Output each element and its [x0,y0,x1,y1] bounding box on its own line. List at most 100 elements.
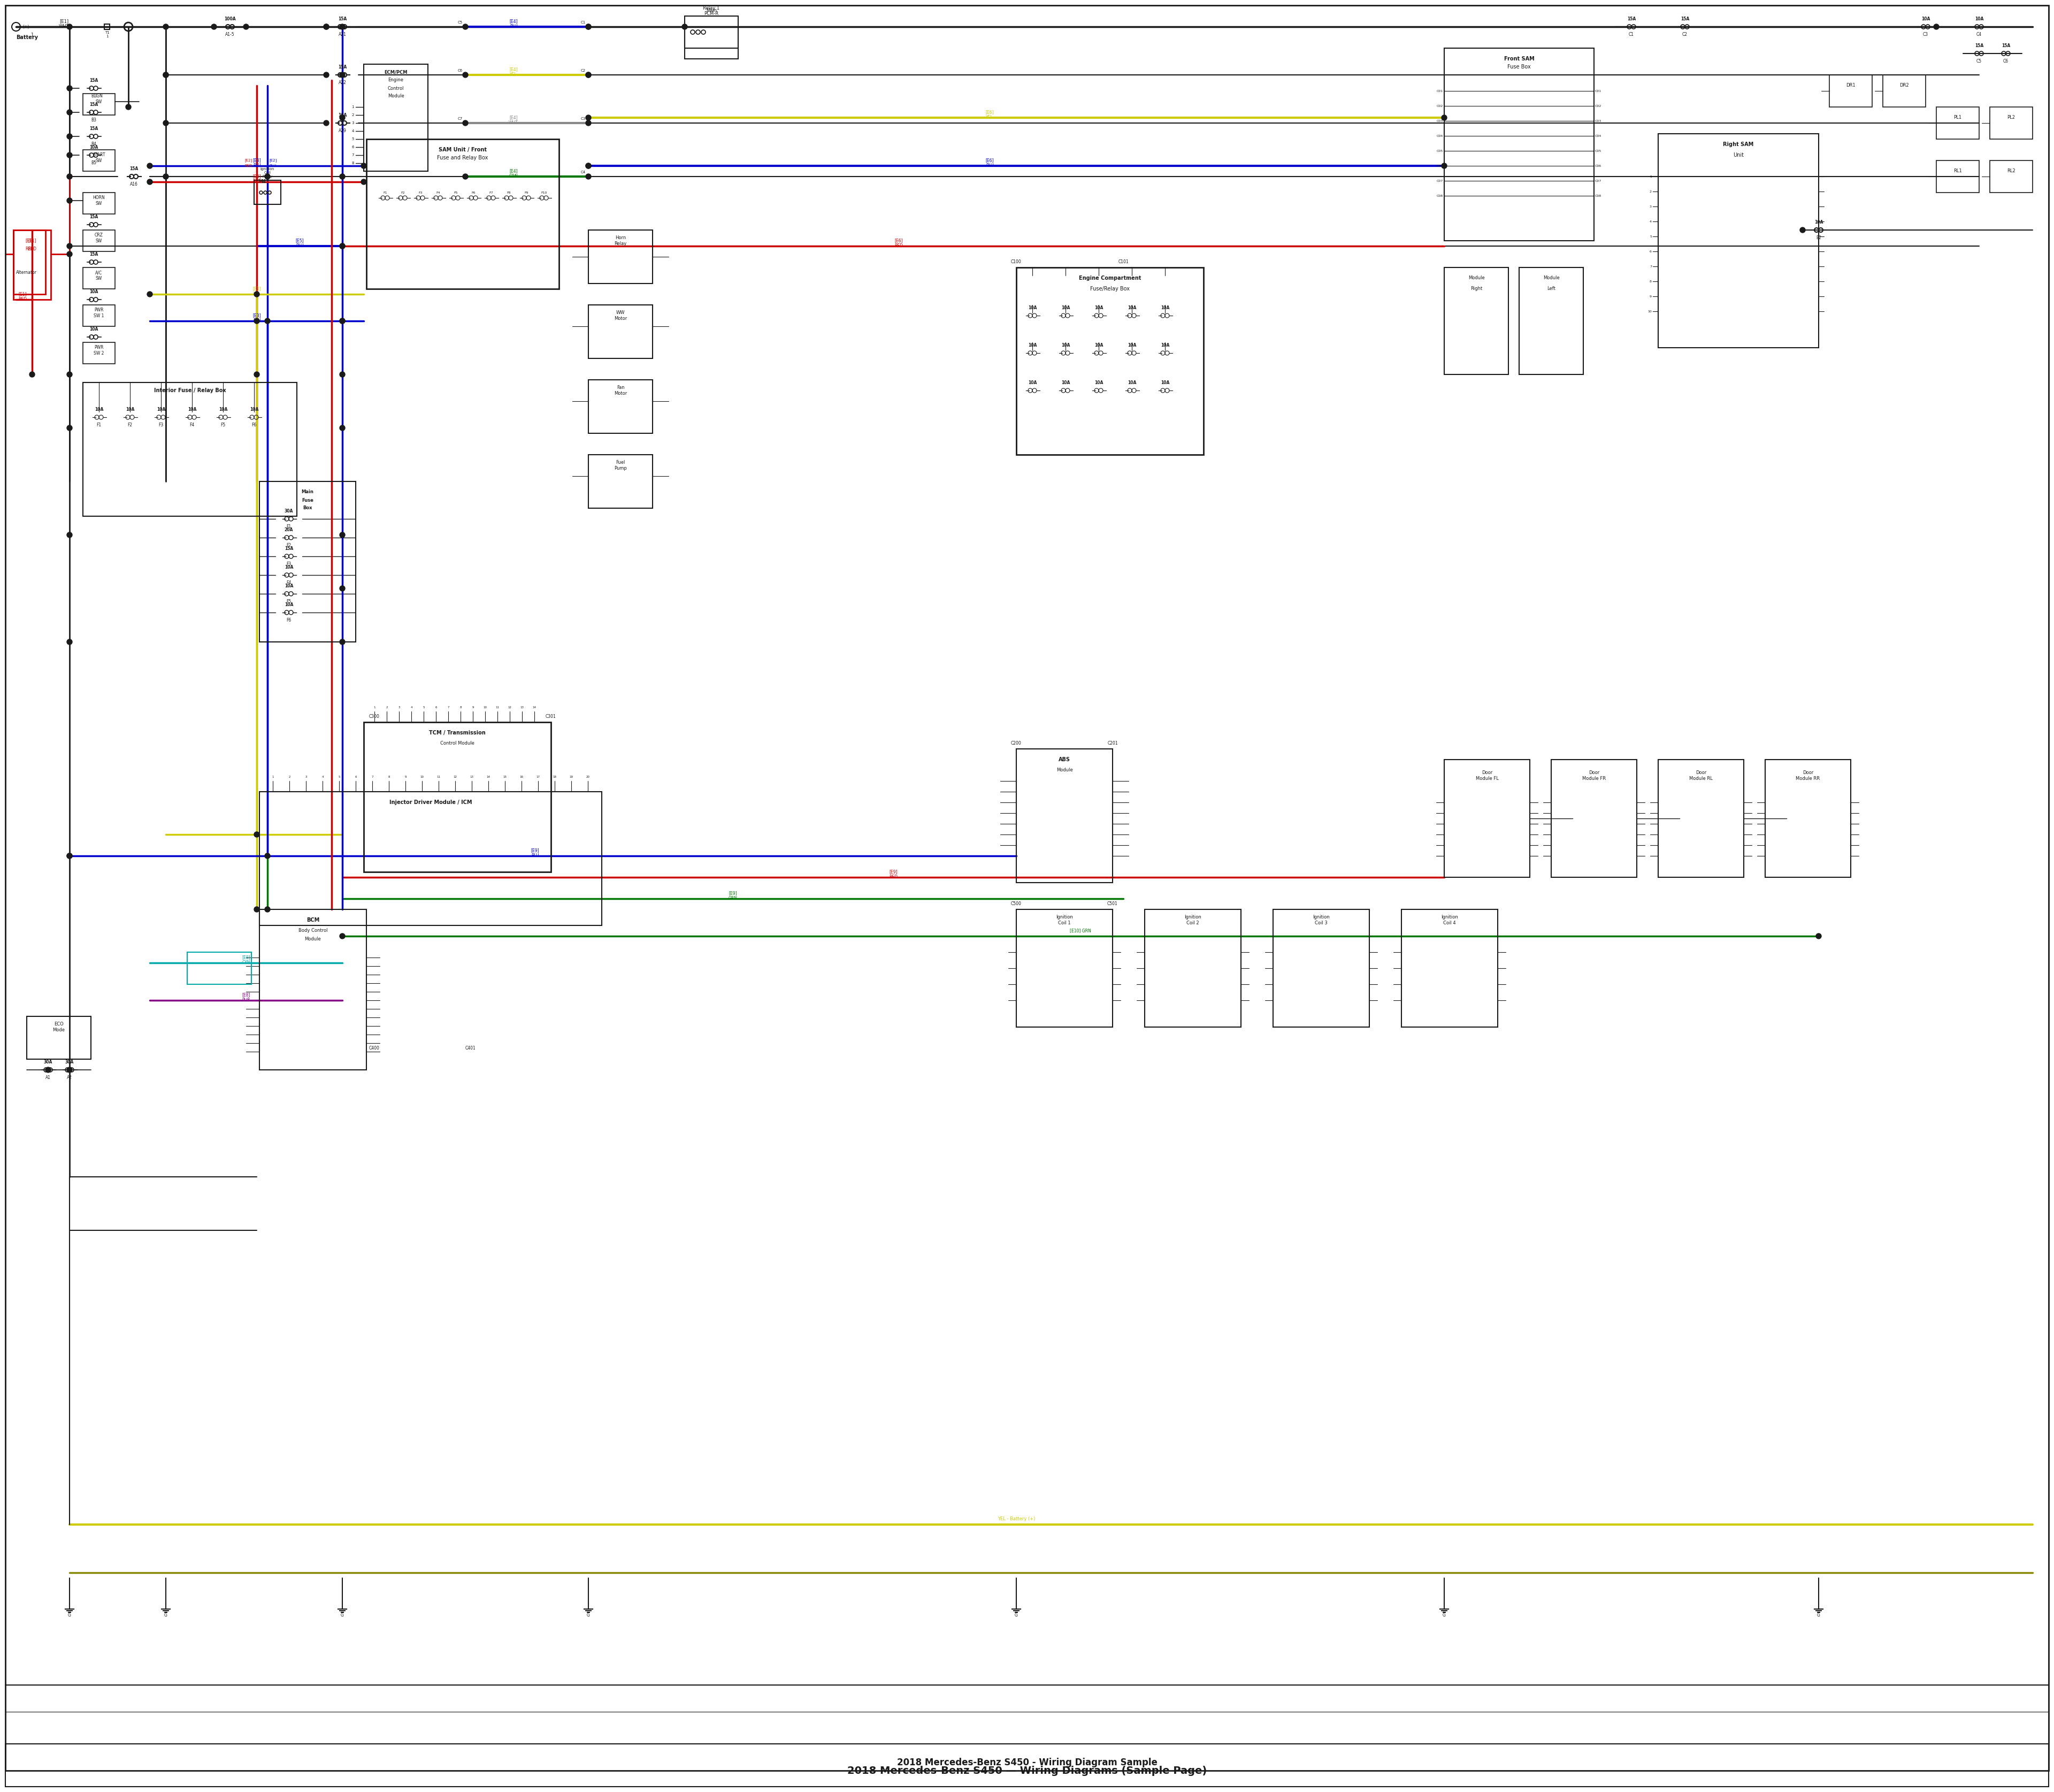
Text: Box: Box [302,505,312,511]
Bar [1273,909,1370,1027]
Bar [1401,909,1497,1027]
Text: 15A: 15A [88,79,99,82]
Text: A1-5: A1-5 [226,32,234,38]
Text: Fuse/Relay Box: Fuse/Relay Box [1091,287,1130,292]
Circle shape [1933,23,1939,29]
Text: F5: F5 [220,423,226,428]
Circle shape [325,72,329,77]
Circle shape [68,853,72,858]
Text: A29: A29 [339,129,347,133]
Text: 3: 3 [351,122,353,125]
Text: C100: C100 [1011,260,1021,265]
Text: A16: A16 [129,181,138,186]
Bar [6,1744,2048,1787]
Circle shape [242,23,249,29]
Bar [364,722,550,873]
Text: 10A: 10A [1062,305,1070,310]
Text: Front SAM: Front SAM [1504,56,1534,61]
Text: F4: F4 [435,192,440,194]
Text: 15A: 15A [339,16,347,22]
Text: [E9]: [E9] [530,848,538,853]
Text: C4: C4 [581,170,585,174]
Text: 10A: 10A [1920,16,1931,22]
Text: F6: F6 [251,423,257,428]
Circle shape [162,72,168,77]
Text: 30A: 30A [66,1059,74,1064]
Text: BLU: BLU [253,319,261,323]
Text: F2: F2 [286,543,292,548]
Bar [1017,909,1113,1027]
Text: HORN
SW: HORN SW [92,195,105,206]
Text: 10A: 10A [1161,305,1169,310]
Text: C301: C301 [546,715,557,719]
Text: C501: C501 [1107,901,1117,907]
Text: 8: 8 [351,161,353,165]
Text: F3: F3 [286,561,292,566]
Bar [82,305,115,326]
Circle shape [339,72,345,77]
Text: 10A: 10A [94,407,103,412]
Text: C400: C400 [370,1047,380,1050]
Text: BLU: BLU [253,163,261,168]
Text: [E4]: [E4] [509,20,518,23]
Text: [E4]: [E4] [509,168,518,174]
Circle shape [1816,934,1822,939]
Text: 10A: 10A [1128,342,1136,348]
Circle shape [1442,115,1446,120]
Bar [82,342,115,364]
Text: F7: F7 [489,192,493,194]
Text: C03: C03 [1596,120,1602,122]
Text: 10A: 10A [251,407,259,412]
Text: 2: 2 [1649,190,1651,194]
Text: C200: C200 [1011,742,1021,745]
Circle shape [339,319,345,324]
Text: F6: F6 [286,618,292,622]
Text: Fan
Motor: Fan Motor [614,385,626,396]
Circle shape [1442,163,1446,168]
Text: [E4]: [E4] [509,66,518,72]
Bar [1658,760,1744,878]
Text: 15A: 15A [88,125,99,131]
Text: PWR
SW 2: PWR SW 2 [94,346,105,355]
Text: Main: Main [302,489,314,495]
Circle shape [148,163,152,168]
Text: Module: Module [1543,276,1559,281]
Text: YEL: YEL [253,292,261,297]
Text: 10: 10 [483,706,487,710]
Text: 8: 8 [1649,280,1651,283]
Circle shape [585,72,592,77]
Text: Horn
Relay: Horn Relay [614,235,626,246]
Text: 10A: 10A [283,584,294,588]
Text: A2: A2 [68,1075,72,1081]
Text: YEL: YEL [509,72,518,77]
Text: Right: Right [1471,287,1483,292]
Circle shape [325,23,329,29]
Bar [587,455,653,509]
Text: 10: 10 [421,776,423,778]
Text: C05: C05 [1596,149,1602,152]
Bar [82,151,115,172]
Text: 7: 7 [351,154,353,156]
Circle shape [362,163,366,168]
Text: C300: C300 [370,715,380,719]
Bar [82,382,298,516]
Text: YEL - Battery (+): YEL - Battery (+) [998,1516,1035,1521]
Circle shape [585,120,592,125]
Text: Fuel
Pump: Fuel Pump [614,461,626,471]
Text: 15: 15 [503,776,507,778]
Text: 2: 2 [351,113,353,116]
Circle shape [148,292,152,297]
Circle shape [68,23,72,29]
Circle shape [585,23,592,29]
Text: C04: C04 [1596,134,1602,138]
Circle shape [339,425,345,430]
Text: Module: Module [1056,769,1072,772]
Text: 10A: 10A [1095,305,1103,310]
Text: Control Module: Control Module [440,742,474,745]
Bar [587,380,653,434]
Text: RL1: RL1 [1953,168,1962,174]
Circle shape [362,179,366,185]
Text: C04: C04 [1436,134,1444,138]
Text: DR1: DR1 [1847,82,1855,88]
Bar [1937,161,1980,192]
